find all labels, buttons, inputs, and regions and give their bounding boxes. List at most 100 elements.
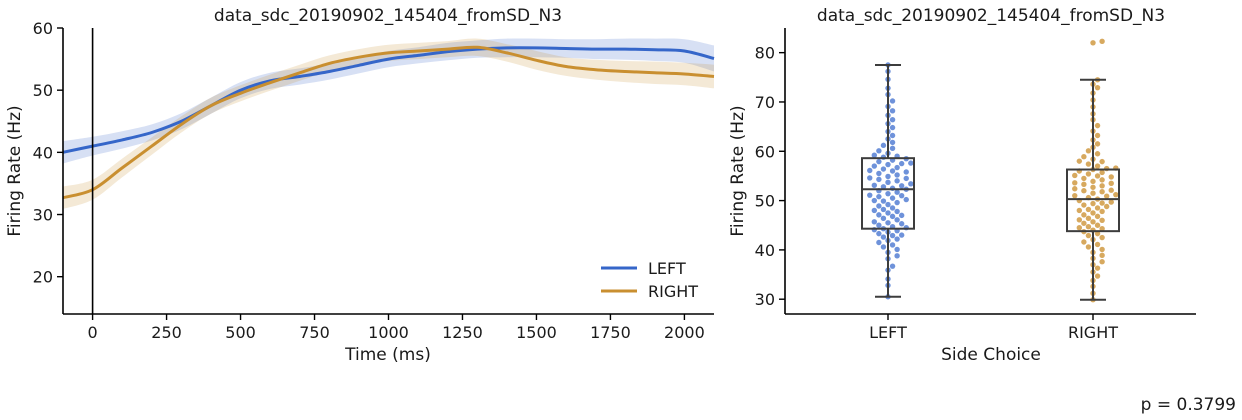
swarm-point-left: [880, 244, 887, 250]
x-tick-label: 1750: [590, 323, 631, 342]
line-chart-panel: 0 250 500 750 1000 1250 1500 1750 2000 20 30 40 50 6…: [5, 6, 715, 365]
swarm-point-left: [889, 195, 896, 201]
swarm-point-left: [889, 132, 896, 139]
swarm-point-right: [1081, 154, 1087, 160]
swarm-point-left: [903, 169, 909, 175]
swarm-point-right: [1094, 84, 1101, 91]
box-y-tick-label: 60: [755, 142, 775, 161]
swarm-point-right: [1072, 172, 1078, 179]
swarm-point-right: [1094, 205, 1101, 211]
x-tick-label: 500: [225, 323, 256, 342]
swarm-point-right: [1099, 38, 1105, 45]
x-tick-label: 2000: [664, 323, 705, 342]
swarm-point-right: [1103, 203, 1110, 210]
swarm-point-right: [1094, 230, 1101, 237]
swarm-point-right: [1094, 151, 1101, 157]
swarm-point-left: [876, 193, 882, 200]
swarm-point-left: [871, 182, 878, 188]
swarm-point-left: [876, 239, 882, 246]
swarm-point-right: [1094, 273, 1101, 279]
swarm-point-left: [876, 230, 882, 237]
box-right: [1066, 168, 1120, 233]
box-y-tick-label: 50: [755, 192, 775, 211]
swarm-point-left: [908, 160, 914, 166]
swarm-point-right: [1072, 192, 1078, 199]
swarm-point-left: [894, 253, 900, 259]
y-tick-label: 50: [33, 81, 53, 100]
swarm-point-left: [867, 192, 873, 198]
swarm-point-left: [898, 192, 905, 199]
swarm-point-left: [885, 179, 891, 186]
y-tick-label: 20: [33, 268, 53, 287]
swarm-point-left: [880, 142, 887, 149]
swarm-point-right: [1072, 186, 1078, 192]
series-lines: [62, 45, 715, 200]
swarm-points: [867, 38, 1119, 303]
swarm-point-right: [1090, 219, 1096, 225]
boxes: [861, 63, 1120, 301]
swarm-point-left: [880, 184, 887, 190]
box-y-ticks: 30 40 50 60 70 80: [755, 44, 785, 309]
swarm-point-left: [898, 212, 905, 219]
box-y-tick-label: 70: [755, 93, 775, 112]
swarm-point-right: [1094, 222, 1101, 228]
swarm-point-left: [880, 198, 887, 204]
swarm-point-left: [876, 158, 882, 165]
swarm-point-right: [1085, 244, 1092, 250]
swarm-point-left: [885, 161, 891, 168]
line-chart-ylabel: Firing Rate (Hz): [5, 105, 25, 236]
swarm-point-left: [880, 166, 887, 172]
swarm-point-left: [898, 183, 905, 189]
swarm-point-left: [903, 196, 909, 203]
swarm-point-left: [894, 217, 900, 223]
swarm-point-right: [1090, 210, 1096, 216]
swarm-point-right: [1081, 202, 1087, 208]
swarm-point-left: [871, 219, 878, 225]
box-chart-xlabel: Side Choice: [941, 345, 1041, 365]
y-tick-label: 30: [33, 206, 53, 225]
swarm-point-left: [889, 263, 896, 269]
swarm-point-right: [1090, 184, 1096, 190]
box-x-tick-label: LEFT: [869, 323, 907, 342]
swarm-point-left: [880, 206, 887, 213]
swarm-point-right: [1085, 206, 1092, 213]
swarm-point-left: [871, 163, 878, 169]
swarm-point-right: [1076, 158, 1083, 164]
swarm-point-right: [1094, 163, 1101, 169]
swarm-point-left: [885, 220, 891, 226]
box-chart-title: data_sdc_20190902_145404_fromSD_N3: [817, 6, 1165, 26]
swarm-point-right: [1081, 188, 1087, 194]
swarm-point-right: [1085, 215, 1092, 222]
swarm-point-right: [1094, 213, 1101, 220]
swarm-point-left: [889, 205, 896, 211]
swarm-point-right: [1090, 40, 1096, 46]
swarm-point-left: [885, 190, 891, 197]
box-y-tick-label: 40: [755, 241, 775, 260]
swarm-point-left: [867, 175, 873, 181]
swarm-point-right: [1099, 208, 1105, 215]
swarm-point-right: [1081, 175, 1087, 182]
swarm-point-right: [1099, 217, 1105, 224]
swarm-point-right: [1072, 180, 1078, 186]
swarm-point-left: [871, 197, 878, 204]
y-tick-label: 60: [33, 19, 53, 38]
p-value-text: p = 0.3799: [1140, 395, 1236, 415]
swarm-point-left: [876, 212, 882, 218]
line-right: [62, 45, 715, 200]
x-ticks: 0 250 500 750 1000 1250 1500 1750 2000: [87, 314, 705, 342]
swarm-point-right: [1094, 141, 1101, 147]
swarm-point-right: [1099, 225, 1105, 232]
swarm-point-right: [1085, 148, 1092, 154]
swarm-point-right: [1099, 246, 1105, 253]
swarm-point-left: [889, 108, 896, 114]
legend-label-right: RIGHT: [648, 282, 698, 301]
swarm-point-right: [1113, 191, 1119, 198]
swarm-point-right: [1081, 212, 1087, 218]
x-tick-label: 750: [299, 323, 330, 342]
box-y-tick-label: 80: [755, 44, 775, 63]
swarm-point-left: [889, 124, 896, 131]
y-tick-label: 40: [33, 143, 53, 162]
swarm-point-left: [889, 117, 896, 123]
swarm-point-left: [894, 178, 900, 184]
